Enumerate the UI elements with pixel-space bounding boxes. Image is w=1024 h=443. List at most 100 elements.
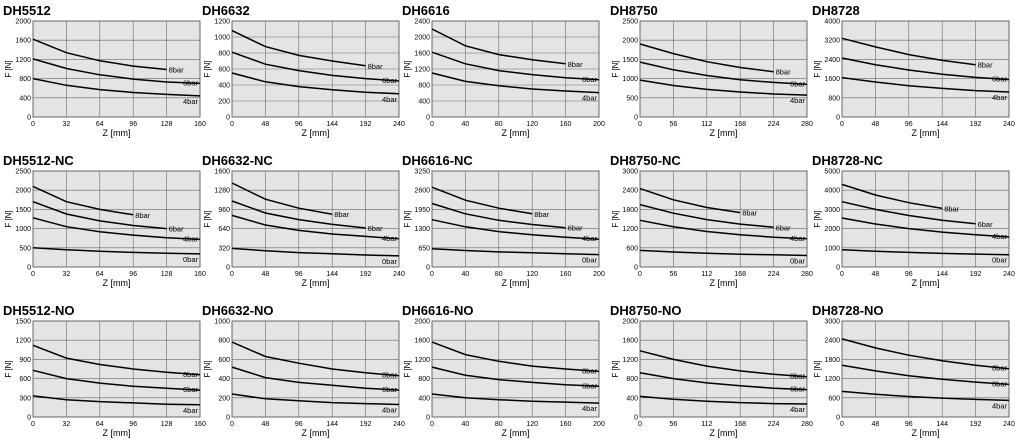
- x-tick-label: 144: [326, 421, 338, 428]
- plot-area: [639, 170, 808, 268]
- x-tick-label: 160: [194, 271, 206, 278]
- y-tick-label: 2000: [622, 319, 638, 326]
- y-tick-label: 960: [218, 207, 230, 214]
- y-tick-label: 1000: [214, 35, 230, 42]
- series-line: [32, 58, 201, 85]
- series-label: 4bar: [992, 93, 1008, 102]
- x-tick-label: 80: [495, 421, 503, 428]
- series-line: [841, 338, 1010, 370]
- y-tick-label: 1600: [414, 51, 430, 58]
- y-axis-label: F [N]: [813, 60, 822, 77]
- series-label: 8bar: [742, 209, 758, 218]
- x-tick-label: 192: [360, 271, 372, 278]
- series-label: 8bar: [169, 65, 185, 74]
- series-label: 4bar: [382, 234, 398, 243]
- chart-title: DH8750-NC: [610, 153, 681, 168]
- series-line: [639, 43, 774, 73]
- x-tick-label: 0: [638, 121, 642, 128]
- series-label: 6bar: [582, 75, 598, 84]
- y-tick-label: 2400: [824, 338, 840, 345]
- series-label: 6bar: [776, 223, 792, 232]
- series-label: 8bar: [382, 371, 398, 380]
- x-axis-label: Z [mm]: [502, 428, 530, 438]
- x-tick-label: 128: [161, 271, 173, 278]
- series-line: [431, 393, 600, 404]
- series-label: 4bar: [582, 404, 598, 413]
- y-tick-label: 0: [226, 265, 230, 272]
- chart-title: DH6616-NO: [402, 303, 474, 318]
- y-tick-label: 1500: [622, 57, 638, 64]
- x-tick-label: 168: [734, 121, 746, 128]
- chart-title: DH8728-NO: [812, 303, 884, 318]
- series-label: 8bar: [334, 210, 350, 219]
- series-line: [32, 369, 201, 391]
- series-line: [841, 390, 1010, 402]
- y-tick-label: 2400: [824, 57, 840, 64]
- y-axis-label: F [N]: [611, 210, 620, 227]
- series-line: [231, 214, 400, 240]
- x-axis-label: Z [mm]: [103, 428, 131, 438]
- series-line: [841, 364, 1010, 386]
- series-line: [841, 248, 1010, 256]
- y-tick-label: 1200: [414, 357, 430, 364]
- x-tick-label: 0: [840, 421, 844, 428]
- y-tick-label: 600: [218, 357, 230, 364]
- x-tick-label: 48: [872, 421, 880, 428]
- y-tick-label: 200: [218, 395, 230, 402]
- series-label: 6bar: [169, 225, 185, 234]
- chart-panel: DH8750-NO 0 56 112 168 224 280 0 400 800 1200 1600 2…: [610, 303, 813, 438]
- series-line: [841, 217, 1010, 238]
- series-label: 8bar: [135, 211, 151, 220]
- x-axis-label: Z [mm]: [912, 128, 940, 138]
- y-tick-label: 1600: [214, 169, 230, 176]
- chart-title: DH5512-NO: [3, 303, 75, 318]
- series-label: 6bar: [978, 220, 994, 229]
- y-axis-label: F [N]: [813, 360, 822, 377]
- plot-area: [32, 20, 201, 118]
- y-tick-label: 0: [634, 115, 638, 122]
- x-tick-label: 192: [970, 421, 982, 428]
- y-tick-label: 400: [19, 95, 31, 102]
- series-line: [231, 29, 366, 67]
- y-tick-label: 0: [836, 115, 840, 122]
- y-tick-label: 1800: [622, 207, 638, 214]
- y-tick-label: 1000: [824, 245, 840, 252]
- x-tick-label: 240: [1003, 421, 1015, 428]
- chart-title: DH6632: [202, 3, 250, 18]
- y-tick-label: 320: [218, 245, 230, 252]
- series-line: [32, 200, 167, 230]
- series-label: 6bar: [568, 224, 584, 233]
- y-axis-label: F [N]: [403, 210, 412, 227]
- y-tick-label: 800: [626, 376, 638, 383]
- series-line: [431, 186, 533, 215]
- x-tick-label: 0: [230, 271, 234, 278]
- x-tick-label: 48: [262, 271, 270, 278]
- series-line: [639, 187, 741, 214]
- series-line: [431, 218, 600, 240]
- y-tick-label: 800: [218, 51, 230, 58]
- y-tick-label: 200: [218, 99, 230, 106]
- y-tick-label: 4000: [824, 19, 840, 26]
- x-tick-label: 96: [905, 421, 913, 428]
- chart-panel: DH6616-NO0 40 80 120 160 20004008001200160020…: [402, 303, 605, 438]
- y-tick-label: 2400: [622, 188, 638, 195]
- series-label: 8bar: [368, 62, 384, 71]
- series-label: 4bar: [992, 232, 1008, 241]
- series-label: 4bar: [582, 234, 598, 243]
- series-label: 8bar: [978, 61, 994, 70]
- series-label: 4bar: [183, 97, 199, 106]
- y-tick-label: 5000: [824, 169, 840, 176]
- x-tick-label: 120: [526, 421, 538, 428]
- x-tick-label: 280: [801, 121, 813, 128]
- y-tick-label: 0: [836, 415, 840, 422]
- chart-title: DH8750-NO: [610, 303, 682, 318]
- y-axis-label: F [N]: [4, 60, 13, 77]
- y-tick-label: 500: [19, 245, 31, 252]
- chart-title: DH8728-NC: [812, 153, 883, 168]
- x-tick-label: 64: [96, 271, 104, 278]
- series-label: 4bar: [790, 234, 806, 243]
- y-tick-label: 800: [218, 338, 230, 345]
- chart-panel: DH6632-NO 0 48 96 144 192 240 0 200 400 600 800 1000…: [202, 303, 405, 438]
